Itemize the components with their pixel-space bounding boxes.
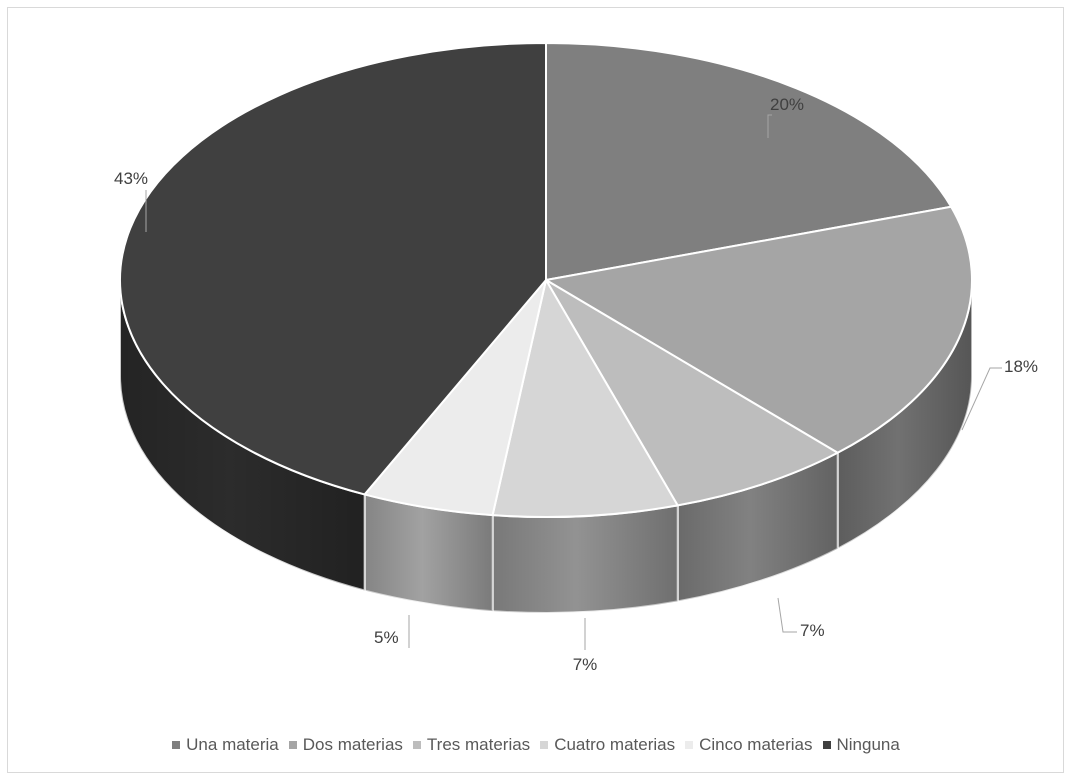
leader-line-dos-materias xyxy=(961,367,1002,431)
legend-label-ninguna: Ninguna xyxy=(836,735,900,754)
legend-item-ninguna: Ninguna xyxy=(822,735,900,755)
legend-swatch-una-materia xyxy=(172,741,181,749)
pie-slice-tres-materias xyxy=(545,279,839,507)
pie-side-shading-tres-materias xyxy=(677,452,838,602)
data-label-cinco-materias: 5% xyxy=(374,628,399,647)
legend-swatch-cuatro-materias xyxy=(540,741,549,749)
legend-item-cinco-materias: Cinco materias xyxy=(685,735,813,755)
legend-label-cuatro-materias: Cuatro materias xyxy=(554,735,676,754)
legend-label-dos-materias: Dos materias xyxy=(302,735,403,754)
data-label-cuatro-materias: 7% xyxy=(573,655,598,674)
pie-side-shading-dos-materias xyxy=(837,280,972,549)
leader-line-una-materia xyxy=(767,114,772,138)
pie-side-shading-ninguna xyxy=(120,280,365,591)
pie-slice-dos-materias xyxy=(545,205,973,454)
data-label-dos-materias: 18% xyxy=(1004,357,1038,376)
pie-slice-ninguna xyxy=(119,42,547,496)
pie-side-shading-cinco-materias xyxy=(364,494,493,612)
pie-slice-una-materia xyxy=(545,42,953,281)
legend-swatch-tres-materias xyxy=(412,741,421,749)
legend-label-tres-materias: Tres materias xyxy=(426,735,531,754)
data-label-una-materia: 20% xyxy=(770,95,804,114)
legend-item-una-materia: Una materia xyxy=(172,735,279,755)
pie-slice-cuatro-materias xyxy=(491,279,679,518)
legend-swatch-ninguna xyxy=(822,741,831,749)
data-label-ninguna: 43% xyxy=(114,169,148,188)
legend-label-cinco-materias: Cinco materias xyxy=(699,735,813,754)
legend-item-cuatro-materias: Cuatro materias xyxy=(540,735,675,755)
legend-swatch-cinco-materias xyxy=(685,741,694,749)
legend-item-dos-materias: Dos materias xyxy=(288,735,403,755)
pie-side-shading-cuatro-materias xyxy=(492,505,678,613)
leader-line-tres-materias xyxy=(777,597,797,633)
data-label-tres-materias: 7% xyxy=(800,621,825,640)
legend-swatch-dos-materias xyxy=(288,741,297,749)
legend-item-tres-materias: Tres materias xyxy=(412,735,531,755)
chart-legend: Una materia Dos materias Tres materias Cuat… xyxy=(0,735,1072,755)
legend-label-una-materia: Una materia xyxy=(186,735,279,754)
pie-chart: 20% 18% 7% 7% 5% 43% xyxy=(114,42,1038,674)
